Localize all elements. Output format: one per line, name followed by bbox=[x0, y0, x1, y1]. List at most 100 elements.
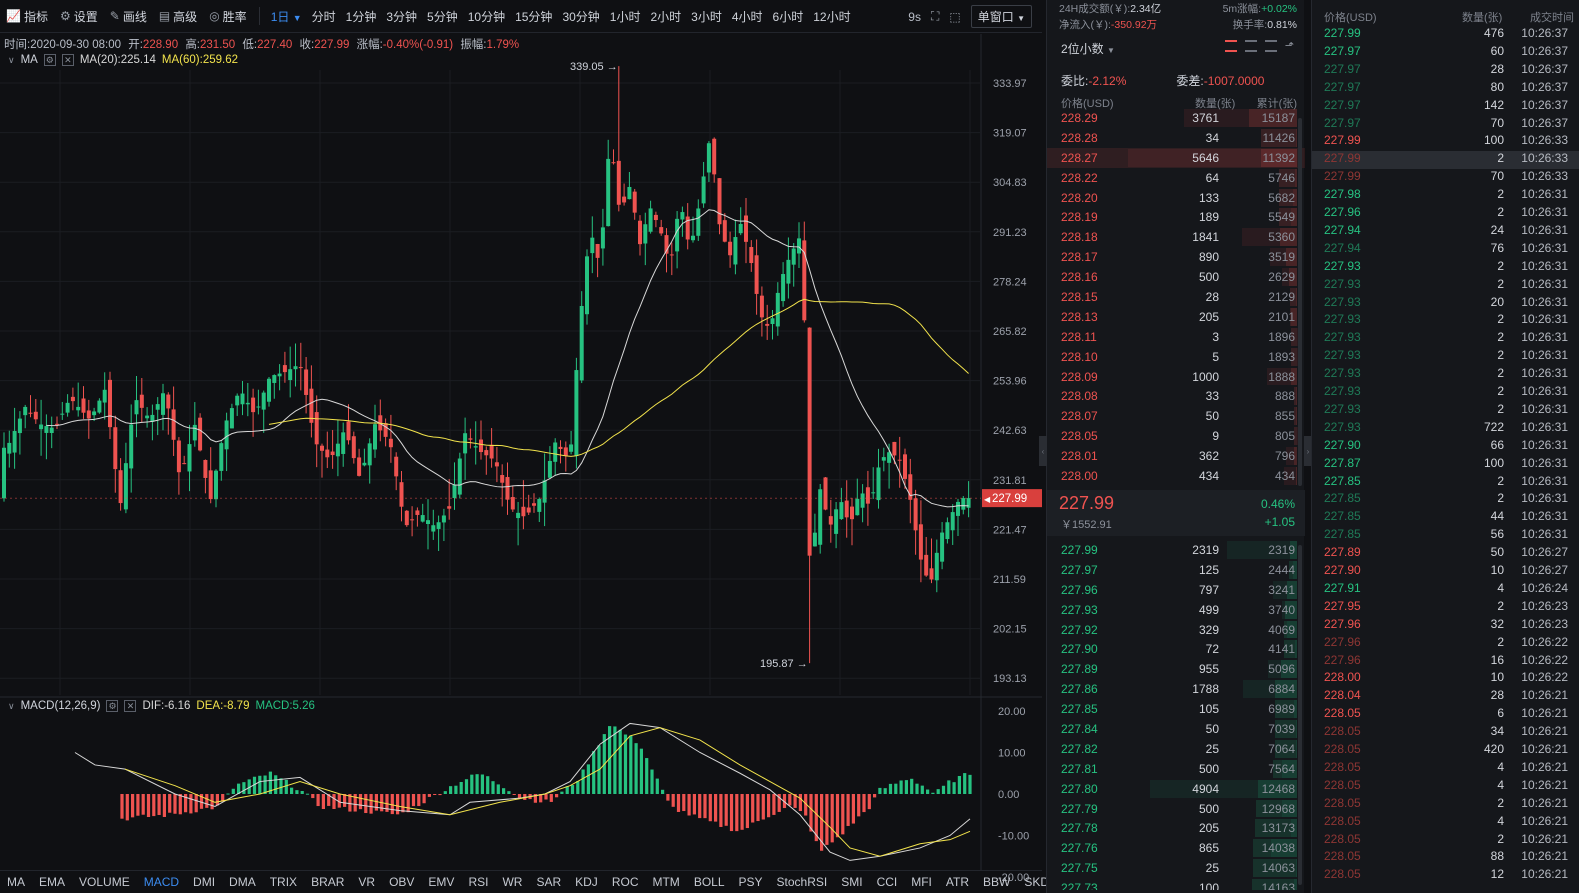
trade-row[interactable]: 227.93 2 10:26:31 bbox=[1312, 348, 1579, 366]
trade-row[interactable]: 227.89 50 10:26:27 bbox=[1312, 545, 1579, 563]
bid-row[interactable]: 227.90 72 4141 bbox=[1047, 639, 1305, 659]
indicator-tab[interactable]: EMA bbox=[39, 875, 66, 889]
interval-option[interactable]: 1小时 bbox=[609, 9, 641, 24]
bid-row[interactable]: 227.81 500 7564 bbox=[1047, 759, 1305, 779]
trade-row[interactable]: 227.96 2 10:26:31 bbox=[1312, 205, 1579, 223]
ma-settings-icon[interactable]: ⚙ bbox=[43, 54, 56, 66]
ask-row[interactable]: 228.11 3 1896 bbox=[1047, 327, 1305, 347]
toolbar-tool-3[interactable]: ▤ 高级 bbox=[153, 0, 203, 33]
ask-row[interactable]: 228.17 890 3519 bbox=[1047, 247, 1305, 267]
trade-row[interactable]: 228.05 34 10:26:21 bbox=[1312, 724, 1579, 742]
ask-row[interactable]: 228.18 1841 5360 bbox=[1047, 227, 1305, 247]
trade-row[interactable]: 227.96 32 10:26:23 bbox=[1312, 617, 1579, 635]
trade-row[interactable]: 228.04 28 10:26:21 bbox=[1312, 688, 1579, 706]
indicator-tab[interactable]: KDJ bbox=[575, 875, 598, 889]
bid-row[interactable]: 227.79 500 12968 bbox=[1047, 799, 1305, 819]
trade-row[interactable]: 227.87 100 10:26:31 bbox=[1312, 456, 1579, 474]
bids-only-view-icon[interactable] bbox=[1244, 40, 1257, 52]
interval-option[interactable]: 3小时 bbox=[691, 9, 722, 24]
indicator-tab[interactable]: SMI bbox=[841, 875, 863, 889]
decimals-select[interactable]: 2位小数 ▼ bbox=[1061, 42, 1115, 56]
interval-option[interactable]: 3分钟 bbox=[386, 9, 418, 24]
trade-row[interactable]: 227.85 44 10:26:31 bbox=[1312, 509, 1579, 527]
trade-row[interactable]: 227.96 16 10:26:22 bbox=[1312, 653, 1579, 671]
candlestick-chart[interactable]: 333.97 319.07 304.83 291.23 278.24 265.82 253.… bbox=[0, 0, 1042, 893]
trade-row[interactable]: 227.93 2 10:26:31 bbox=[1312, 312, 1579, 330]
indicator-tab[interactable]: MTM bbox=[652, 875, 680, 889]
interval-option[interactable]: 2小时 bbox=[650, 9, 682, 24]
indicator-tab[interactable]: DMI bbox=[193, 875, 216, 889]
bid-row[interactable]: 227.89 955 5096 bbox=[1047, 659, 1305, 679]
interval-option[interactable]: 30分钟 bbox=[562, 9, 600, 24]
trade-row[interactable]: 227.99 70 10:26:33 bbox=[1312, 169, 1579, 187]
indicator-tab[interactable]: PSY bbox=[738, 875, 763, 889]
trade-row[interactable]: 228.05 4 10:26:21 bbox=[1312, 814, 1579, 832]
trade-row[interactable]: 227.90 10 10:26:27 bbox=[1312, 563, 1579, 581]
bid-row[interactable]: 227.76 865 14038 bbox=[1047, 838, 1305, 858]
bid-row[interactable]: 227.75 25 14063 bbox=[1047, 858, 1305, 878]
trade-row[interactable]: 228.05 12 10:26:21 bbox=[1312, 867, 1579, 885]
indicator-tab[interactable]: StochRSI bbox=[776, 875, 828, 889]
both-sides-view-icon[interactable] bbox=[1224, 40, 1237, 52]
window-mode-select[interactable]: 单窗口 ▼ bbox=[970, 5, 1032, 28]
bid-row[interactable]: 227.80 4904 12468 bbox=[1047, 779, 1305, 799]
trade-row[interactable]: 227.95 2 10:26:23 bbox=[1312, 599, 1579, 617]
macd-settings-icon[interactable]: ⚙ bbox=[106, 700, 119, 712]
trade-row[interactable]: 227.93 2 10:26:31 bbox=[1312, 366, 1579, 384]
trade-row[interactable]: 228.05 420 10:26:21 bbox=[1312, 742, 1579, 760]
indicator-tab[interactable]: WR bbox=[502, 875, 523, 889]
ask-row[interactable]: 228.08 33 888 bbox=[1047, 386, 1305, 406]
indicator-tab[interactable]: MFI bbox=[911, 875, 932, 889]
bids-scrollbar[interactable] bbox=[1298, 545, 1302, 885]
ask-row[interactable]: 228.07 50 855 bbox=[1047, 406, 1305, 426]
macd-close-icon[interactable]: ✕ bbox=[124, 700, 137, 712]
fullscreen-icon[interactable]: ⛶ bbox=[930, 9, 940, 23]
bid-row[interactable]: 227.84 50 7039 bbox=[1047, 719, 1305, 739]
interval-option[interactable]: 6小时 bbox=[772, 9, 804, 24]
toolbar-tool-1[interactable]: ⚙ 设置 bbox=[54, 0, 104, 33]
trade-row[interactable]: 228.05 88 10:26:21 bbox=[1312, 849, 1579, 867]
trade-row[interactable]: 227.96 2 10:26:22 bbox=[1312, 635, 1579, 653]
trade-row[interactable]: 228.05 2 10:26:21 bbox=[1312, 796, 1579, 814]
toolbar-tool-2[interactable]: ✎ 画线 bbox=[104, 0, 153, 33]
bid-row[interactable]: 227.78 205 13173 bbox=[1047, 818, 1305, 838]
trade-row[interactable]: 227.93 2 10:26:31 bbox=[1312, 277, 1579, 295]
screenshot-icon[interactable]: ⬚ bbox=[949, 9, 961, 24]
interval-option[interactable]: 分时 bbox=[311, 9, 336, 24]
trade-row[interactable]: 227.85 2 10:26:31 bbox=[1312, 474, 1579, 492]
trade-row[interactable]: 227.93 2 10:26:31 bbox=[1312, 402, 1579, 420]
asks-scrollbar[interactable] bbox=[1298, 118, 1302, 486]
bid-row[interactable]: 227.97 125 2444 bbox=[1047, 560, 1305, 580]
ask-row[interactable]: 228.10 5 1893 bbox=[1047, 347, 1305, 367]
indicator-tab[interactable]: VOLUME bbox=[79, 875, 130, 889]
interval-option[interactable]: 12小时 bbox=[813, 9, 851, 24]
trade-row[interactable]: 227.91 4 10:26:24 bbox=[1312, 581, 1579, 599]
indicator-tab[interactable]: TRIX bbox=[269, 875, 298, 889]
trade-row[interactable]: 227.97 70 10:26:37 bbox=[1312, 116, 1579, 134]
indicator-tab[interactable]: SAR bbox=[536, 875, 562, 889]
toolbar-tool-4[interactable]: ◎ 胜率 bbox=[203, 0, 253, 33]
trade-row[interactable]: 227.90 66 10:26:31 bbox=[1312, 438, 1579, 456]
trade-row[interactable]: 228.05 2 10:26:21 bbox=[1312, 832, 1579, 850]
ask-row[interactable]: 228.16 500 2629 bbox=[1047, 267, 1305, 287]
ask-row[interactable]: 228.15 28 2129 bbox=[1047, 287, 1305, 307]
ask-row[interactable]: 228.20 133 5682 bbox=[1047, 188, 1305, 208]
trade-row[interactable]: 227.93 2 10:26:31 bbox=[1312, 384, 1579, 402]
trade-row[interactable]: 227.97 80 10:26:37 bbox=[1312, 80, 1579, 98]
bid-row[interactable]: 227.73 100 14163 bbox=[1047, 878, 1305, 890]
ask-row[interactable]: 228.09 1000 1888 bbox=[1047, 367, 1305, 387]
indicator-tab[interactable]: RSI bbox=[468, 875, 489, 889]
interval-option[interactable]: 5分钟 bbox=[427, 9, 458, 24]
bid-row[interactable]: 227.82 25 7064 bbox=[1047, 739, 1305, 759]
trade-row[interactable]: 228.05 4 10:26:21 bbox=[1312, 760, 1579, 778]
bid-row[interactable]: 227.85 105 6989 bbox=[1047, 699, 1305, 719]
indicator-tab[interactable]: ATR bbox=[945, 875, 970, 889]
bid-row[interactable]: 227.86 1788 6884 bbox=[1047, 679, 1305, 699]
trade-row[interactable]: 227.93 722 10:26:31 bbox=[1312, 420, 1579, 438]
trade-row[interactable]: 227.94 24 10:26:31 bbox=[1312, 223, 1579, 241]
interval-option[interactable]: 4小时 bbox=[731, 9, 763, 24]
trade-row[interactable]: 227.93 20 10:26:31 bbox=[1312, 295, 1579, 313]
ask-row[interactable]: 228.29 3761 15187 bbox=[1047, 108, 1305, 128]
indicator-tab[interactable]: EMV bbox=[428, 875, 455, 889]
indicator-tab[interactable]: OBV bbox=[389, 875, 415, 889]
